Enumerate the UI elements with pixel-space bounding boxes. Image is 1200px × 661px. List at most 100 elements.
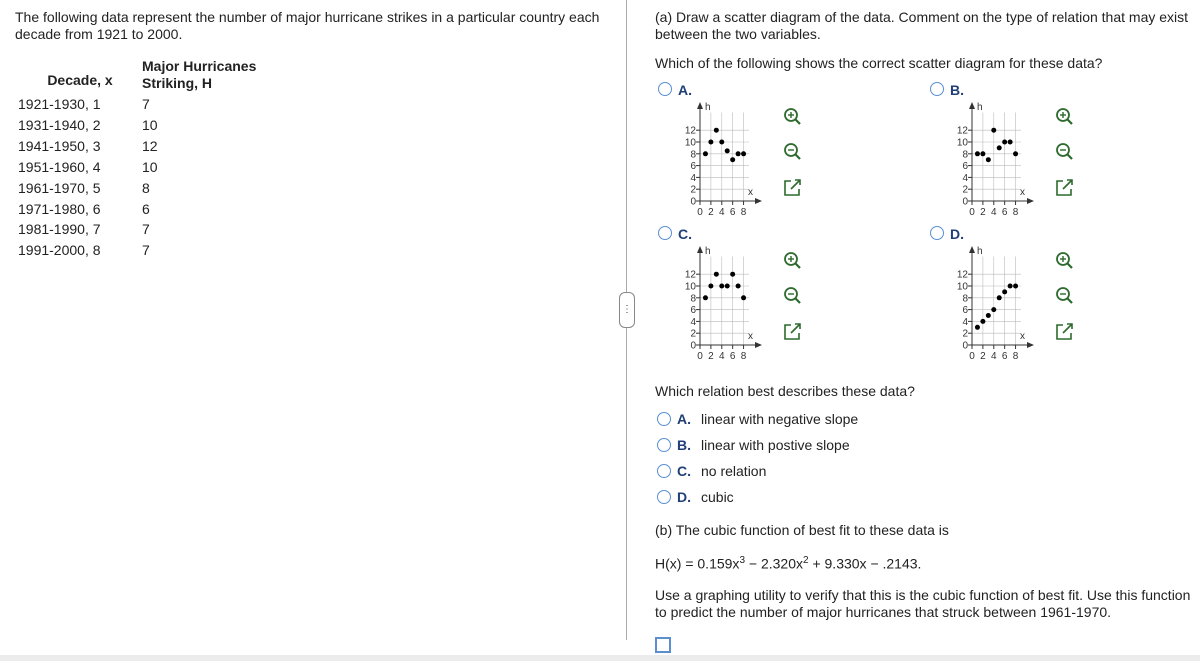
axis-arrow [697, 102, 703, 109]
table-cell: 1951-1960, 4 [18, 158, 101, 175]
formula-part: − 2.320x [745, 555, 803, 572]
x-tick-label: 8 [741, 207, 747, 218]
radio-button[interactable] [930, 82, 944, 96]
y-tick-label: 6 [690, 161, 696, 172]
data-point [974, 324, 980, 330]
data-point [730, 271, 736, 277]
data-point [1007, 283, 1013, 289]
y-axis-label: h [977, 246, 983, 257]
data-point [724, 283, 730, 289]
chart-tools [784, 252, 801, 340]
icon [1056, 143, 1070, 157]
popout-button[interactable] [1056, 179, 1073, 196]
option-letter: D. [677, 489, 691, 505]
option-letter: C. [677, 463, 691, 479]
radio-button[interactable] [657, 438, 671, 452]
table-cell: 10 [142, 158, 158, 175]
zoom-out-button[interactable] [784, 287, 801, 304]
zoom-in-button[interactable] [784, 252, 801, 269]
icon [1056, 252, 1070, 266]
axis-arrow [755, 342, 762, 348]
icon [784, 324, 800, 340]
x-axis-label: x [748, 331, 753, 342]
zoom-out-button[interactable] [784, 143, 801, 160]
zoom-in-button[interactable] [784, 108, 801, 125]
y-tick-label: 12 [685, 126, 697, 137]
question: Which relation best describes these data… [655, 383, 915, 399]
radio-button[interactable] [657, 464, 671, 478]
y-tick-label: 4 [962, 173, 968, 184]
y-tick-label: 10 [685, 282, 697, 293]
axis-arrow [1027, 342, 1034, 348]
icon [1066, 118, 1073, 125]
icon [784, 287, 798, 301]
icon [1056, 324, 1072, 340]
icon [790, 323, 801, 334]
y-tick-label: 10 [685, 138, 697, 149]
x-tick-label: 2 [980, 351, 986, 362]
option-letter: D. [950, 226, 964, 242]
option-text: linear with postive slope [701, 437, 850, 453]
option-letter: A. [677, 411, 691, 427]
icon [790, 179, 801, 190]
y-tick-label: 12 [957, 270, 969, 281]
table-cell: 1981-1990, 7 [18, 221, 101, 238]
zoom-in-button[interactable] [1056, 108, 1073, 125]
icon [794, 153, 801, 160]
data-point [702, 151, 708, 157]
table-cell: 1941-1950, 3 [18, 137, 101, 154]
data-point [735, 283, 741, 289]
data-point [980, 318, 986, 324]
x-axis-label: x [1020, 331, 1025, 342]
data-point [1013, 283, 1019, 289]
icon [784, 180, 800, 196]
data-point [1002, 289, 1008, 295]
x-tick-label: 4 [991, 351, 997, 362]
icon [1066, 297, 1073, 304]
radio-button[interactable] [657, 490, 671, 504]
part-b: (b) The cubic function of best fit to th… [655, 522, 949, 538]
radio-button[interactable] [930, 226, 944, 240]
intro: The following data represent the number … [15, 9, 600, 42]
option-letter: B. [677, 437, 691, 453]
option-text: no relation [701, 463, 767, 479]
chart-tools [1056, 252, 1073, 340]
table-header: Major Hurricanes Striking, H [142, 58, 257, 91]
answer-box[interactable] [655, 637, 671, 653]
data-point [996, 145, 1002, 151]
resize-handle[interactable]: ⋮ [619, 292, 635, 328]
radio-button[interactable] [658, 82, 672, 96]
table-header: Decade, x [47, 72, 113, 88]
zoom-out-button[interactable] [1056, 143, 1073, 160]
zoom-out-button[interactable] [1056, 287, 1073, 304]
icon [784, 143, 798, 157]
data-point [974, 151, 980, 157]
popout-button[interactable] [784, 323, 801, 340]
data-point [1007, 139, 1013, 145]
data-point [713, 127, 719, 133]
x-tick-label: 8 [1013, 207, 1019, 218]
data-point [708, 283, 714, 289]
data-point [1013, 151, 1019, 157]
data-point [991, 127, 997, 133]
y-tick-label: 0 [962, 341, 968, 352]
icon [1056, 287, 1070, 301]
exponent: 2 [803, 555, 809, 566]
popout-button[interactable] [1056, 323, 1073, 340]
y-tick-label: 0 [690, 341, 696, 352]
icon [1066, 262, 1073, 269]
table-cell: 1961-1970, 5 [18, 179, 101, 196]
y-tick-label: 8 [962, 293, 968, 304]
icon [1056, 108, 1070, 122]
popout-button[interactable] [784, 179, 801, 196]
y-tick-label: 4 [962, 317, 968, 328]
data-point [741, 295, 747, 301]
radio-button[interactable] [657, 412, 671, 426]
data-point [702, 295, 708, 301]
zoom-in-button[interactable] [1056, 252, 1073, 269]
x-tick-label: 4 [991, 207, 997, 218]
x-tick-label: 4 [719, 207, 725, 218]
radio-button[interactable] [658, 226, 672, 240]
y-tick-label: 12 [957, 126, 969, 137]
